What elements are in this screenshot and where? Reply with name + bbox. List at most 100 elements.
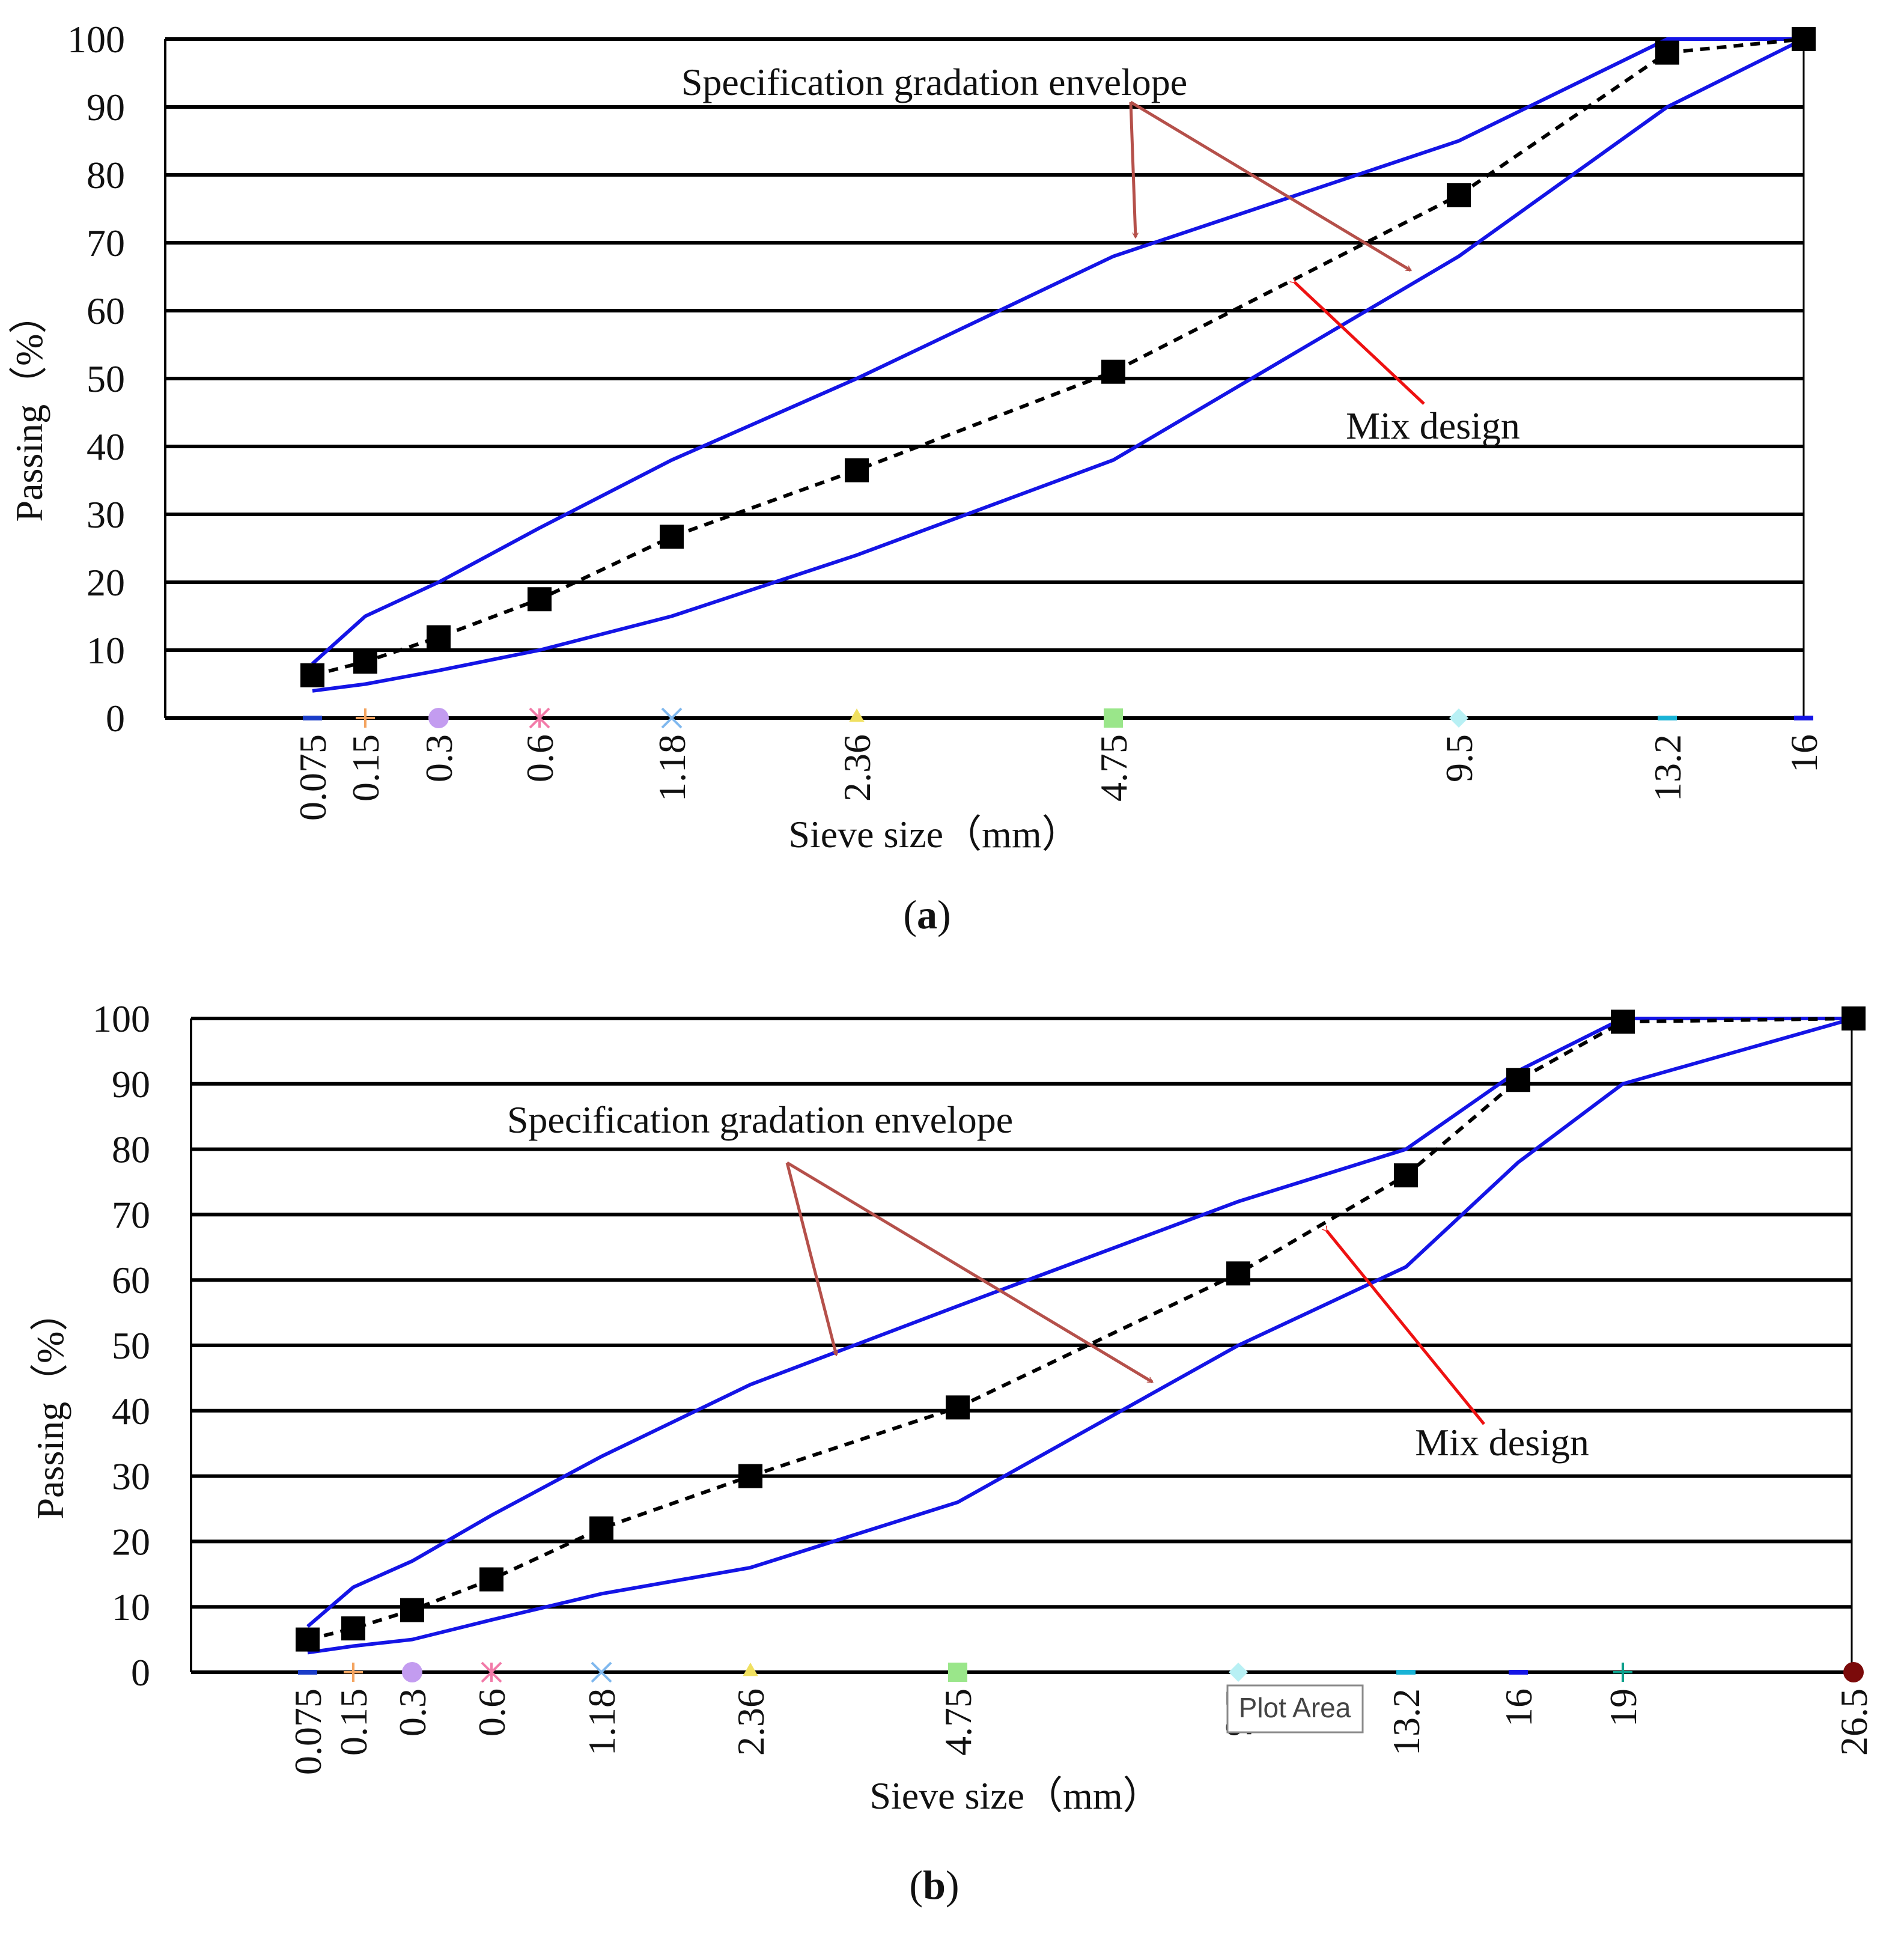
tooltip-box (1226, 1684, 1364, 1734)
mix-design-point (1655, 40, 1679, 65)
x-tick-label: 9.5 (1438, 734, 1480, 782)
category-marker (1613, 1663, 1632, 1682)
category-markers (298, 1661, 1864, 1683)
y-tick-label: 80 (87, 154, 125, 196)
category-marker (303, 716, 322, 720)
x-tick-label: 0.3 (391, 1688, 434, 1737)
annotation-mix-design: Mix design (1415, 1421, 1589, 1464)
x-tick-label: 1.18 (580, 1688, 623, 1756)
mix-design-point (427, 625, 451, 650)
y-tick-label: 100 (93, 997, 150, 1040)
annotation-envelope-arrows (785, 1161, 1152, 1384)
mix-design-point (300, 663, 324, 687)
category-marker (743, 1663, 758, 1676)
envelope-arrow-2 (786, 1161, 1152, 1384)
y-tick-label: 20 (112, 1520, 150, 1563)
x-tick-labels: 0.075 0.15 0.3 0.6 1.18 2.36 4.75 9.5 13.2 16 (291, 734, 1825, 821)
x-tick-label: 0.6 (519, 734, 561, 782)
y-tick-label: 50 (87, 358, 125, 400)
category-marker (356, 708, 375, 728)
y-tick-label: 20 (87, 561, 125, 604)
annotation-envelope-arrows (1129, 100, 1411, 272)
mix-design-point (400, 1598, 424, 1622)
mix-design-arrow (1327, 1231, 1485, 1425)
category-marker (1794, 716, 1813, 720)
category-marker (402, 1662, 422, 1682)
mix-design-point (1792, 27, 1816, 51)
y-tick-label: 60 (112, 1259, 150, 1301)
y-tick-label: 40 (87, 425, 125, 468)
x-axis-label: Sieve size（mm） (788, 813, 1080, 856)
x-tick-label: 0.15 (344, 734, 387, 802)
category-marker (661, 707, 683, 729)
gridlines (190, 1017, 1853, 1674)
x-tick-label: 0.075 (291, 734, 334, 821)
chart-panel-b: 0 10 20 30 40 50 60 70 80 90 100 0.075 0.15 0.3 0.6 1.… (29, 997, 1875, 1908)
x-tick-label: 16 (1497, 1688, 1540, 1727)
envelope-line (312, 37, 1805, 693)
envelope-arrow-1 (785, 1162, 836, 1355)
x-tick-label: 0.3 (418, 734, 460, 782)
category-markers (303, 707, 1813, 729)
mix-design-point (528, 587, 552, 612)
y-tick-label: 70 (87, 222, 125, 264)
y-tick-label: 90 (87, 86, 125, 129)
x-tick-label: 19 (1602, 1688, 1644, 1727)
envelope-line (307, 1017, 1854, 1655)
category-marker (1658, 716, 1677, 720)
category-marker (1843, 1662, 1864, 1682)
mix-design-point (660, 525, 684, 549)
x-tick-label: 13.2 (1646, 734, 1689, 802)
series-lines (296, 1006, 1866, 1655)
y-tick-label: 60 (87, 290, 125, 332)
x-tick-label: 1.18 (651, 734, 693, 802)
category-marker (948, 1663, 967, 1682)
x-axis-label: Sieve size（mm） (869, 1774, 1161, 1817)
y-axis-label: Passing（%） (8, 296, 50, 522)
x-tick-label: 2.36 (836, 734, 878, 802)
y-tick-label: 80 (112, 1128, 150, 1171)
y-tick-label: 10 (87, 629, 125, 672)
mix-design-point (341, 1616, 365, 1641)
mix-design-point (1101, 359, 1125, 384)
category-marker (1509, 1670, 1528, 1675)
y-tick-label: 10 (112, 1586, 150, 1628)
category-marker (1104, 708, 1123, 728)
tooltip-text: Plot Area (1239, 1692, 1351, 1723)
mix-design-point (479, 1567, 503, 1592)
mix-design-line (312, 37, 1804, 677)
y-tick-label: 50 (112, 1324, 150, 1367)
mix-design-point (946, 1395, 970, 1420)
x-tick-label: 2.36 (729, 1688, 772, 1756)
mix-design-point (1394, 1163, 1418, 1188)
y-tick-labels: 0 10 20 30 40 50 60 70 80 90 100 (67, 18, 125, 740)
envelope-arrow-2 (1130, 100, 1411, 272)
series-lines (300, 27, 1816, 693)
envelope-line (306, 1017, 1854, 1628)
x-tick-label: 0.075 (287, 1688, 329, 1775)
x-tick-label: 4.75 (1092, 734, 1135, 802)
category-marker (1449, 708, 1468, 728)
mix-design-point (353, 650, 377, 674)
y-tick-label: 0 (106, 697, 125, 740)
gridlines (164, 37, 1805, 720)
x-tick-label: 16 (1783, 734, 1825, 773)
x-tick-label: 0.15 (332, 1688, 375, 1756)
y-tick-label: 40 (112, 1390, 150, 1432)
y-tick-label: 30 (87, 493, 125, 536)
category-marker (481, 1661, 502, 1683)
y-tick-label: 0 (131, 1651, 150, 1694)
plot-area-tooltip: Plot Area (1226, 1684, 1364, 1734)
mix-design-point (1611, 1009, 1635, 1034)
mix-design-point (589, 1516, 613, 1541)
category-marker (1229, 1663, 1248, 1682)
annotation-envelope: Specification gradation envelope (681, 61, 1187, 103)
y-tick-label: 70 (112, 1193, 150, 1236)
mix-design-point (1842, 1006, 1866, 1030)
y-tick-label: 90 (112, 1063, 150, 1106)
mix-design-point (1226, 1261, 1250, 1286)
x-tick-labels: 0.0750.150.30.61.182.364.759.513.2161926… (287, 1688, 1875, 1775)
mix-design-arrow (1295, 282, 1425, 405)
category-marker (428, 708, 449, 728)
